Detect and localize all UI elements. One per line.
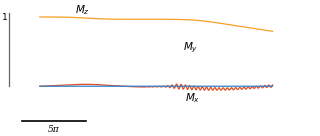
Text: $M_y$: $M_y$	[183, 41, 198, 55]
Text: $M_x$: $M_x$	[185, 92, 200, 105]
Text: $M_z$: $M_z$	[75, 4, 90, 17]
Text: 5π: 5π	[48, 125, 60, 134]
